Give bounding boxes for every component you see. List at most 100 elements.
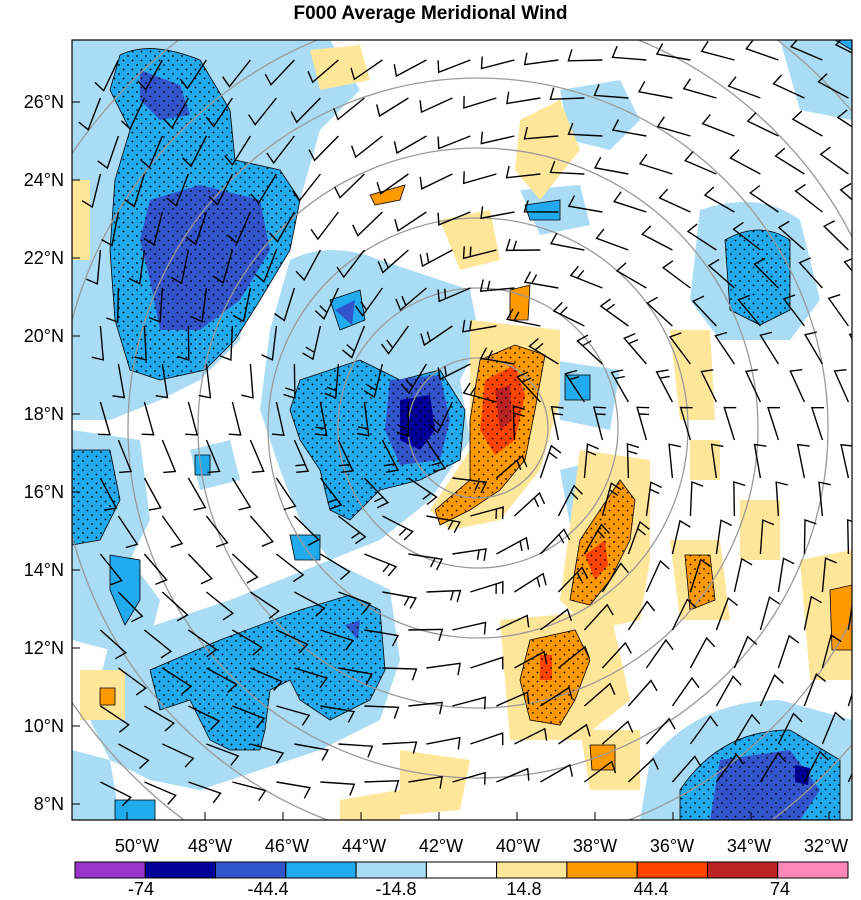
wind-barb: [419, 249, 453, 268]
wind-barb: [99, 553, 123, 586]
stipple-overlay: [72, 48, 840, 820]
wind-barb: [623, 332, 647, 365]
wind-barb: [700, 369, 718, 403]
wind-barb: [689, 715, 719, 745]
wind-barb: [539, 444, 562, 479]
wind-barb: [462, 246, 497, 260]
wind-barb: [737, 294, 761, 327]
lat-label-10n: 10°N: [24, 716, 64, 736]
wind-barb: [746, 112, 779, 137]
lon-label-32w: 32°W: [804, 836, 848, 856]
wind-barb: [336, 249, 365, 279]
wind-barb: [789, 369, 806, 403]
wind-barbs: [78, 40, 852, 807]
wind-barb: [227, 211, 252, 245]
wind-barb: [822, 220, 849, 251]
latitude-axis: 26°N 24°N 22°N 20°N 18°N 16°N 14°N 12°N …: [24, 92, 80, 814]
wind-barb: [523, 52, 559, 66]
wind-barb: [714, 331, 735, 365]
wind-barb: [595, 228, 629, 251]
wind-barb: [847, 601, 852, 631]
wind-barb: [100, 705, 130, 733]
wind-barb: [679, 406, 693, 441]
wind-barb: [94, 59, 120, 92]
wind-barb: [732, 221, 761, 251]
wind-barb: [671, 598, 697, 631]
wind-barb: [91, 325, 105, 361]
wind-barb: [513, 491, 546, 517]
wind-barb: [334, 173, 365, 199]
wind-barb: [320, 705, 356, 723]
wind-barb: [161, 591, 189, 622]
lon-label-44w: 44°W: [342, 836, 386, 856]
wind-barb: [557, 645, 590, 669]
wind-barb: [727, 76, 761, 99]
wind-barb: [641, 225, 673, 251]
wind-barb: [523, 126, 559, 140]
wind-barb: [261, 325, 278, 361]
colorbar-box: [707, 861, 779, 879]
wind-barb: [426, 662, 461, 676]
colorbar-box: [144, 861, 217, 879]
wind-barb: [479, 279, 515, 292]
wind-barb: [569, 265, 603, 289]
wind-barb: [350, 135, 383, 159]
wind-barb: [583, 443, 599, 479]
wind-barb: [354, 287, 383, 317]
wind-barb: [506, 91, 541, 105]
wind-barb: [231, 553, 259, 584]
wind-barb: [117, 667, 147, 696]
wind-barb: [161, 439, 177, 474]
lat-label-22n: 22°N: [24, 248, 64, 268]
colorbar-boxes: [74, 861, 849, 879]
colorbar-box: [636, 861, 709, 879]
wind-barb: [516, 371, 541, 403]
wind-barb: [187, 553, 214, 585]
wind-barb: [310, 211, 339, 241]
wind-barb: [803, 672, 827, 707]
wind-barb: [691, 295, 717, 327]
wind-barb: [382, 667, 418, 681]
wind-barb: [558, 723, 591, 745]
wind-barb: [611, 45, 647, 61]
wind-barb: [798, 257, 823, 289]
wind-barb: [382, 591, 417, 609]
wind-barb: [514, 727, 548, 745]
wind-barb: [462, 171, 497, 185]
wind-barb: [205, 591, 235, 621]
wind-barb: [364, 779, 400, 793]
wind-barb: [836, 109, 852, 128]
wind-barb: [425, 439, 447, 473]
wind-barb: [222, 59, 251, 88]
wind-barb: [290, 97, 321, 124]
wind-barb: [232, 629, 263, 656]
wind-barb: [232, 705, 266, 729]
wind-barb: [283, 363, 296, 399]
wind-barb: [593, 156, 629, 175]
wind-barb: [775, 481, 788, 517]
wind-barb: [557, 566, 589, 593]
lon-label-34w: 34°W: [727, 836, 771, 856]
wind-barb: [496, 614, 530, 631]
wind-barb: [437, 59, 471, 74]
colorbar-box: [215, 861, 287, 879]
wind-barb: [419, 173, 453, 190]
wind-barb: [179, 59, 207, 90]
colorbar-label-neg44: -44.4: [247, 879, 288, 899]
wind-barb: [655, 43, 691, 61]
wind-barb: [182, 135, 208, 168]
lat-label-16n: 16°N: [24, 482, 64, 502]
wind-barb: [143, 553, 168, 586]
wind-barb: [745, 40, 779, 61]
wind-barb: [715, 675, 742, 707]
wind-barb: [833, 369, 850, 403]
wind-barb: [364, 553, 398, 577]
wind-barb: [777, 634, 800, 669]
wind-barb: [592, 406, 606, 441]
lat-label-14n: 14°N: [24, 560, 64, 580]
wind-barb: [364, 629, 400, 647]
wind-barb: [759, 331, 779, 365]
wind-barb: [772, 74, 805, 99]
wind-barb: [408, 775, 443, 789]
